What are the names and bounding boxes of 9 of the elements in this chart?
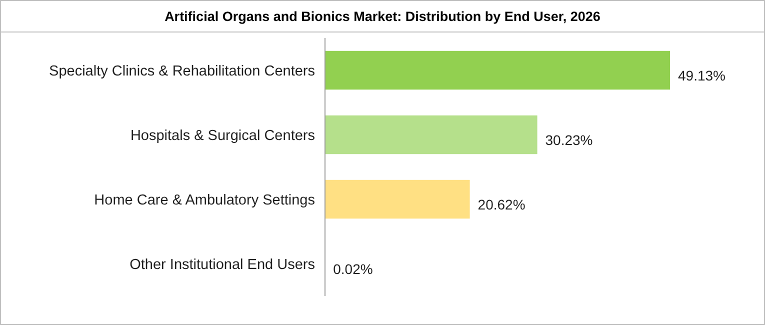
data-label: 20.62%: [478, 196, 526, 212]
data-label: 30.23%: [545, 132, 593, 148]
chart-title: Artificial Organs and Bionics Market: Distribution by End User, 2026: [164, 9, 601, 24]
data-label: 0.02%: [333, 260, 373, 277]
data-label: 49.13%: [678, 67, 726, 84]
y-tick-label: Hospitals & Surgical Centers: [130, 128, 315, 144]
y-tick-label: Other Institutional End Users: [130, 256, 315, 273]
y-tick-label: Home Care & Ambulatory Settings: [94, 192, 315, 208]
y-tick-label: Specialty Clinics & Rehabilitation Centers: [49, 63, 315, 80]
